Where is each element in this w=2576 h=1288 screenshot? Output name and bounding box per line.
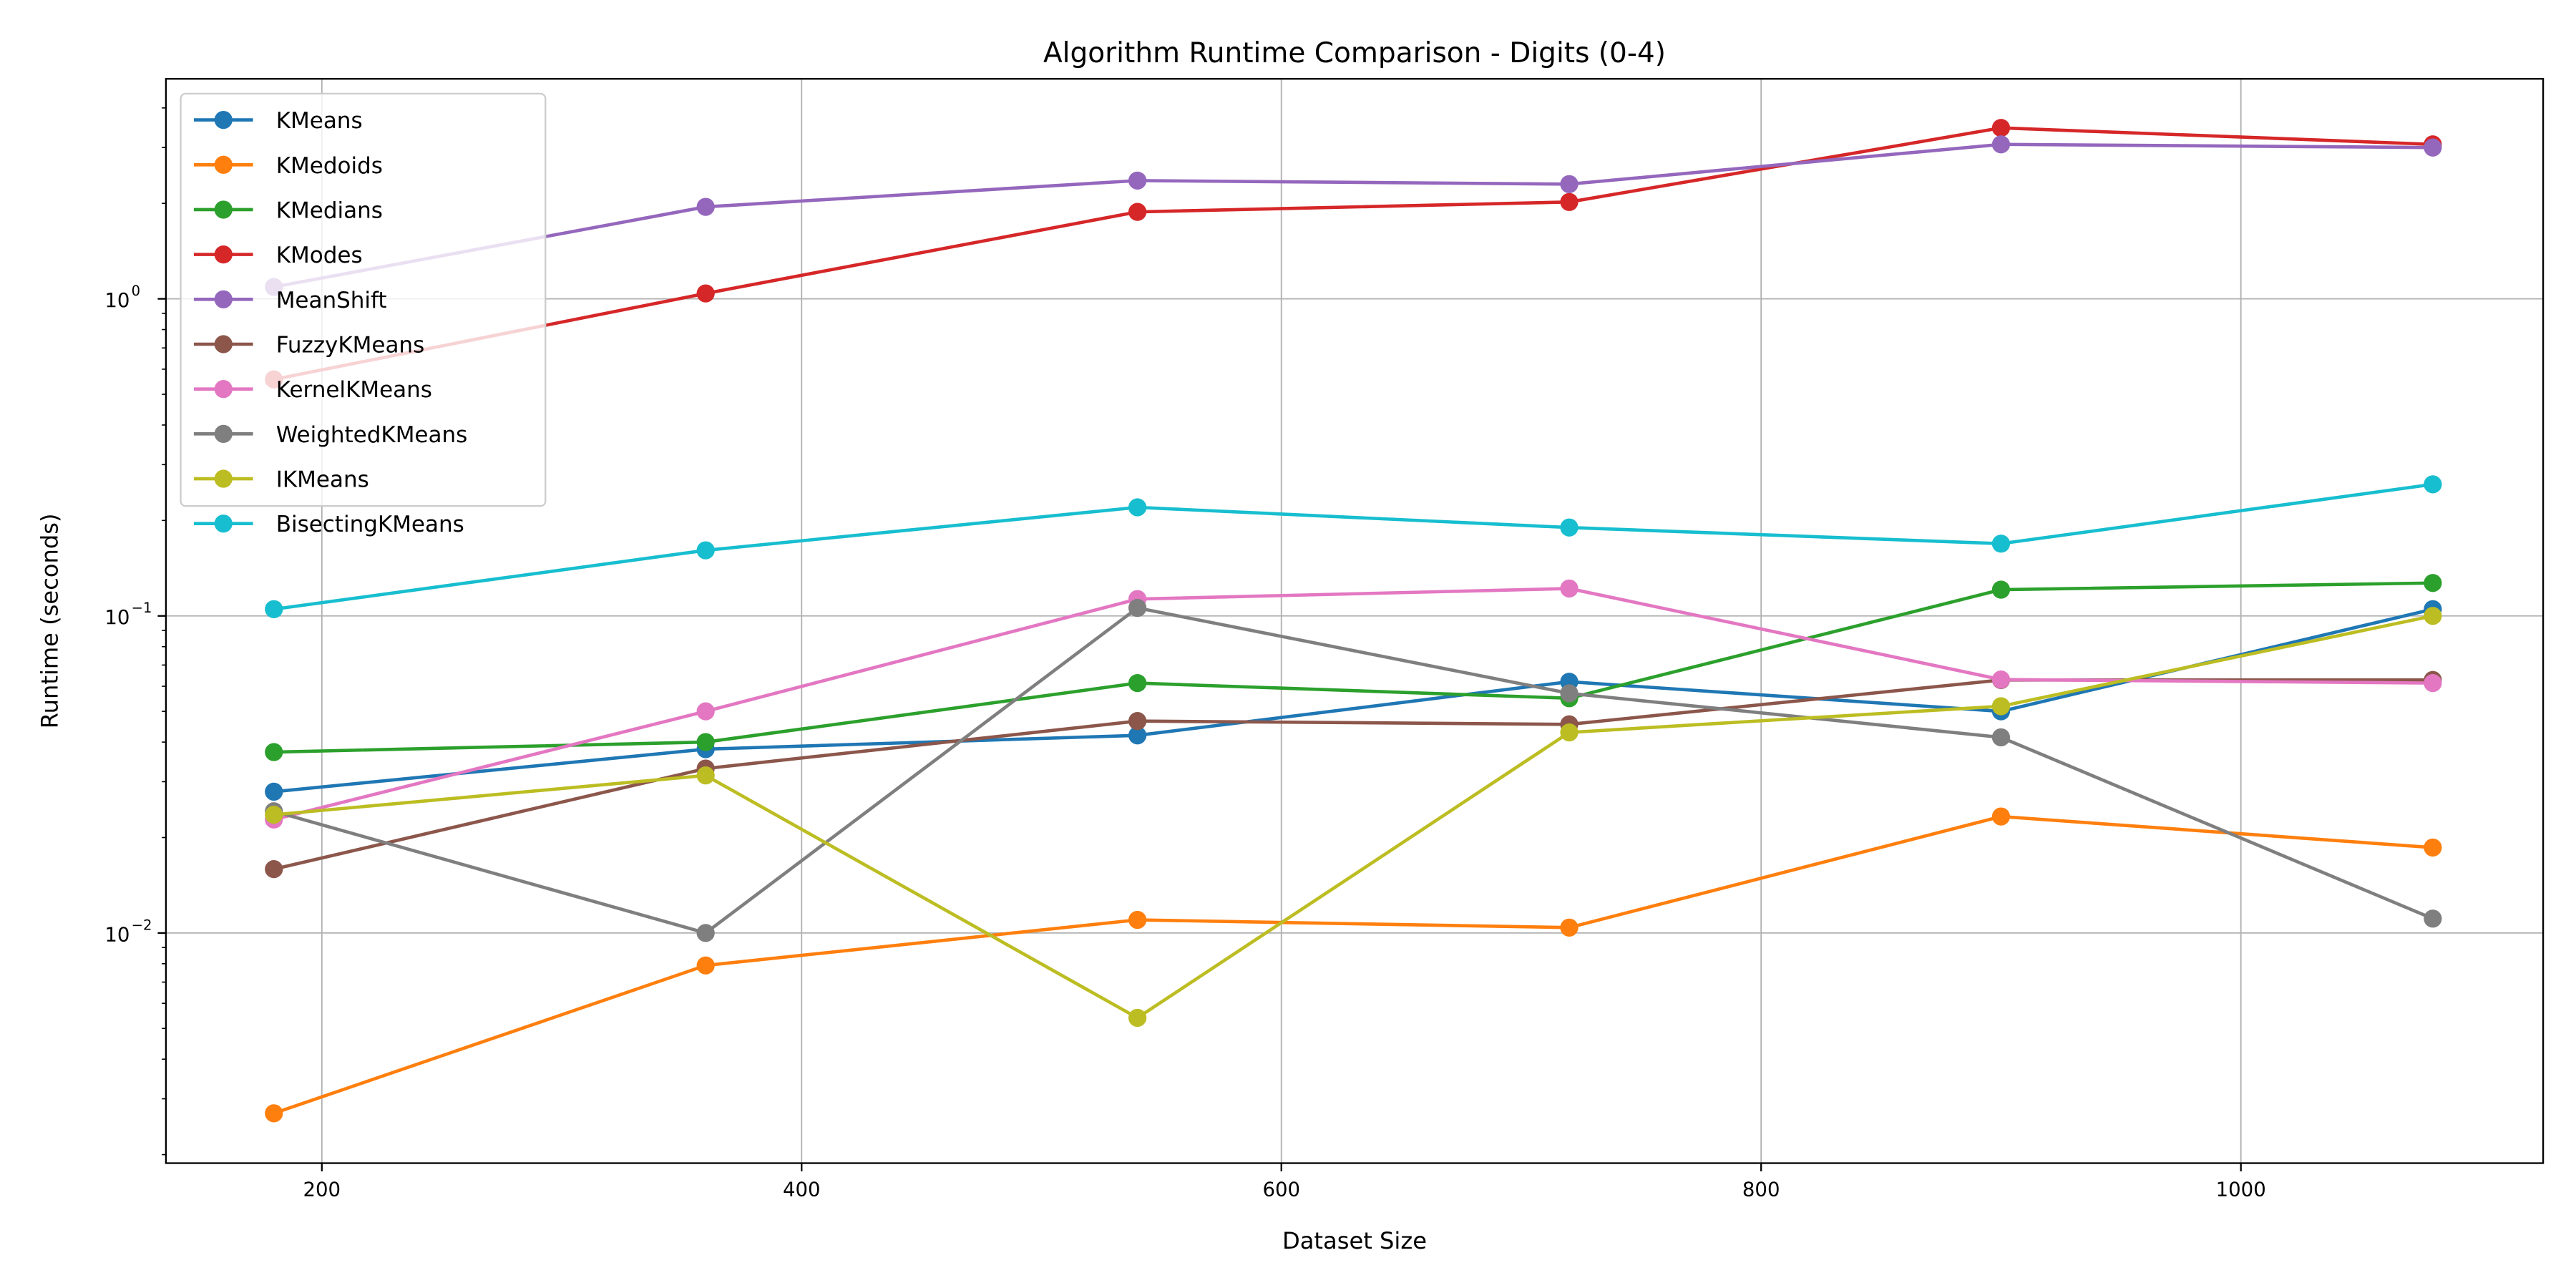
data-point-KMedoids — [1991, 807, 2011, 826]
data-point-WeightedKMeans — [1560, 684, 1579, 703]
legend-marker — [214, 335, 233, 353]
data-point-WeightedKMeans — [2424, 909, 2442, 928]
x-tick-label: 400 — [783, 1178, 821, 1201]
data-point-KMedians — [1991, 580, 2011, 599]
legend-label: KMeans — [276, 108, 363, 134]
data-point-WeightedKMeans — [696, 924, 715, 942]
data-point-KModes — [1128, 203, 1147, 221]
y-axis-label: Runtime (seconds) — [36, 513, 63, 728]
series-line-WeightedKMeans — [273, 606, 2434, 935]
data-point-BisectingKMeans — [1991, 535, 2011, 553]
y-tick-label: 10 — [104, 923, 130, 946]
y-tick-exponent: 0 — [132, 283, 140, 299]
legend-marker — [214, 245, 233, 264]
data-point-KMedoids — [2424, 838, 2442, 857]
data-point-KernelKMeans — [1991, 670, 2011, 689]
legend-marker — [214, 469, 233, 488]
data-point-KernelKMeans — [1560, 579, 1579, 598]
x-tick-label: 200 — [303, 1178, 341, 1201]
data-point-KMedoids — [1560, 918, 1579, 937]
data-point-KMedoids — [265, 1104, 283, 1123]
legend-label: IKMeans — [276, 467, 369, 493]
legend-label: KModes — [276, 243, 363, 268]
y-tick-label: 10 — [104, 289, 130, 312]
x-tick-label: 1000 — [2216, 1178, 2266, 1201]
legend-marker — [214, 200, 233, 219]
data-point-MeanShift — [2424, 138, 2442, 157]
data-point-FuzzyKMeans — [265, 859, 283, 879]
series-line-KMedians — [273, 581, 2433, 754]
grid — [165, 79, 2544, 1163]
data-point-KModes — [1991, 119, 2011, 137]
legend-marker — [214, 424, 233, 443]
data-point-KModes — [696, 284, 715, 303]
data-point-KMedians — [265, 743, 283, 761]
plot-frame — [165, 78, 2545, 1164]
data-point-WeightedKMeans — [1991, 728, 2011, 747]
data-point-KMedoids — [1128, 910, 1147, 930]
legend: KMeans KMedoids KMedians KModes MeanShift Fuz… — [180, 92, 547, 537]
data-point-FuzzyKMeans — [1128, 712, 1147, 731]
y-tick-label: 10 — [104, 606, 130, 629]
legend-label: KMedoids — [276, 153, 383, 179]
legend-label: KMedians — [276, 197, 383, 223]
x-axis-label: Dataset Size — [1282, 1227, 1427, 1254]
data-point-KMeans — [1128, 726, 1147, 745]
data-point-IKMeans — [265, 805, 283, 824]
data-point-KMeans — [265, 782, 283, 801]
data-point-BisectingKMeans — [1128, 498, 1147, 517]
legend-label: FuzzyKMeans — [276, 332, 425, 358]
data-point-KMedoids — [696, 956, 715, 975]
data-point-BisectingKMeans — [696, 541, 715, 560]
series-line-KernelKMeans — [273, 587, 2433, 821]
data-point-IKMeans — [2424, 607, 2442, 625]
legend-label: WeightedKMeans — [276, 422, 468, 448]
data-point-KernelKMeans — [696, 702, 715, 721]
y-tick-exponent: −1 — [132, 600, 152, 616]
data-point-MeanShift — [696, 197, 715, 216]
data-point-BisectingKMeans — [2424, 475, 2442, 494]
legend-marker — [214, 110, 233, 130]
data-point-BisectingKMeans — [265, 600, 283, 618]
data-point-IKMeans — [1128, 1008, 1147, 1028]
legend-marker — [214, 155, 233, 174]
data-point-BisectingKMeans — [1560, 518, 1579, 537]
data-point-WeightedKMeans — [1128, 598, 1147, 618]
legend-label: KernelKMeans — [276, 377, 432, 403]
series-line-KModes — [273, 126, 2433, 381]
series-line-KMeans — [273, 608, 2434, 794]
legend-box — [180, 92, 547, 507]
data-point-MeanShift — [1560, 175, 1579, 193]
x-tick-label: 600 — [1262, 1178, 1300, 1201]
y-tick-exponent: −2 — [132, 917, 152, 933]
data-point-KModes — [1560, 192, 1579, 211]
data-point-KMedians — [696, 733, 715, 751]
series-group — [265, 119, 2442, 1123]
chart-title: Algorithm Runtime Comparison - Digits (0… — [1043, 37, 1666, 69]
data-point-KMedians — [2424, 574, 2442, 592]
series-line-IKMeans — [273, 614, 2434, 1020]
series-line-MeanShift — [273, 142, 2433, 289]
series-line-BisectingKMeans — [273, 482, 2434, 611]
series-line-KMedoids — [273, 814, 2434, 1116]
data-point-KMedians — [1128, 673, 1147, 693]
data-point-IKMeans — [1560, 723, 1579, 742]
legend-marker — [214, 290, 233, 308]
data-point-IKMeans — [696, 766, 715, 785]
data-point-KernelKMeans — [2424, 673, 2442, 693]
data-point-IKMeans — [1991, 697, 2011, 716]
legend-label: BisectingKMeans — [276, 512, 464, 537]
legend-marker — [214, 380, 233, 399]
x-tick-label: 800 — [1742, 1178, 1780, 1201]
legend-marker — [214, 514, 233, 533]
legend-label: MeanShift — [276, 288, 387, 313]
data-point-MeanShift — [1128, 171, 1147, 190]
data-point-MeanShift — [1991, 135, 2011, 154]
